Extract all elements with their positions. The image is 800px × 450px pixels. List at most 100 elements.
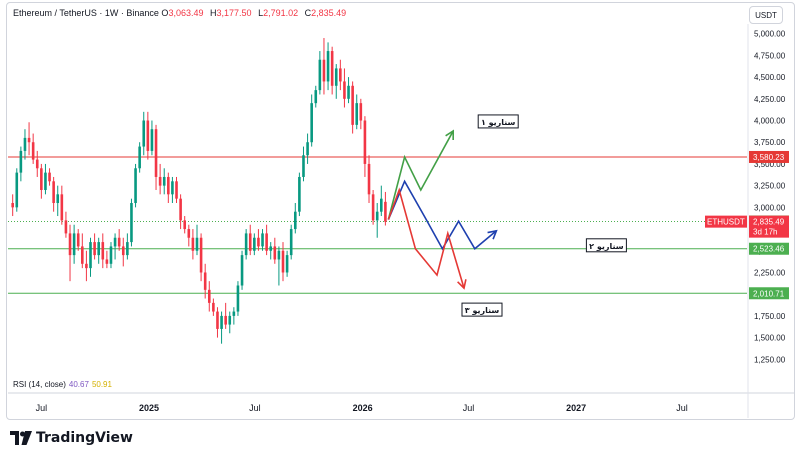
scenario-path: [387, 187, 465, 289]
open-label: O: [161, 8, 169, 18]
candle-body: [134, 168, 137, 204]
candle-body: [126, 242, 129, 256]
chart-legend-header: Ethereum / TetherUS · 1W · Binance O3,06…: [13, 8, 350, 18]
y-tick-label: 1,250.00: [754, 355, 786, 364]
y-tick-label: 3,750.00: [754, 138, 786, 147]
candle-body: [306, 142, 309, 156]
candle-body: [236, 285, 240, 312]
candle-body: [351, 85, 354, 125]
candle-body: [380, 198, 383, 212]
scenario-arrowhead: [445, 129, 455, 140]
tradingview-logo-icon: [10, 431, 32, 445]
x-tick-label: 2026: [353, 403, 373, 413]
brand-name: TradingView: [36, 430, 133, 446]
candle-body: [384, 201, 387, 222]
candle-body: [72, 233, 76, 256]
candle-body: [232, 311, 236, 316]
tradingview-logo[interactable]: TradingView: [10, 430, 133, 446]
candle-body: [248, 233, 252, 251]
candle-body: [154, 129, 158, 177]
scenario-label-text: سناریو ۱: [481, 118, 516, 127]
candle-body: [19, 150, 23, 173]
candle-body: [109, 246, 113, 264]
scenario-arrowhead: [487, 229, 498, 240]
y-tick-label: 2,250.00: [754, 268, 786, 277]
candle-body: [199, 237, 203, 273]
candle-body: [298, 176, 301, 212]
candle-body: [195, 237, 199, 251]
bar-countdown-label: 3d 17h: [753, 228, 777, 237]
y-tick-label: 5,000.00: [754, 30, 786, 39]
rsi-legend: RSI (14, close) 40.67 50.91: [13, 380, 112, 389]
scenario-label: سناریو ۱: [477, 114, 519, 129]
scenario-label-text: سناریو ۲: [589, 242, 624, 251]
candle-body: [212, 302, 215, 312]
candle-body: [121, 246, 125, 256]
candle-body: [281, 250, 285, 273]
candle-body: [11, 203, 14, 208]
y-tick-label: 4,000.00: [754, 117, 786, 126]
rsi-label[interactable]: RSI (14, close): [13, 380, 66, 389]
candle-body: [101, 242, 105, 260]
level-price-tag-label: 2,010.71: [753, 289, 785, 298]
candle-body: [23, 137, 27, 151]
symbol-title[interactable]: Ethereum / TetherUS · 1W · Binance: [13, 8, 159, 18]
x-tick-label: Jul: [36, 403, 48, 413]
candle-body: [363, 120, 367, 164]
scenario-path: [387, 130, 454, 220]
symbol-tag: [705, 215, 747, 228]
y-tick-label: 4,750.00: [754, 51, 786, 60]
candle-body: [93, 242, 96, 256]
candle-body: [85, 263, 88, 269]
candle-body: [89, 242, 92, 269]
currency-button[interactable]: USDT: [749, 6, 783, 24]
candle-body: [138, 146, 141, 169]
candle-body: [203, 272, 207, 290]
candle-body: [293, 211, 297, 230]
low-value: 2,791.02: [263, 8, 299, 18]
scenario-label: سناریو ۳: [461, 302, 503, 317]
candle-body: [207, 289, 211, 303]
candle-body: [191, 237, 195, 251]
candle-body: [113, 237, 117, 247]
candle-body: [367, 163, 371, 195]
scenario-label-box[interactable]: [461, 302, 503, 317]
level-price-tag-label: 3,580.23: [753, 153, 785, 162]
candle-body: [52, 181, 55, 204]
candle-body: [150, 129, 154, 151]
current-price-label: 2,835.49: [753, 218, 785, 227]
candle-body: [228, 315, 232, 325]
candle-body: [15, 172, 19, 208]
candle-body: [48, 172, 51, 182]
rsi-value-1: 40.67: [68, 380, 89, 389]
scenario-label-text: سناریو ۳: [465, 306, 500, 315]
candle-body: [117, 237, 121, 247]
candle-body: [343, 81, 346, 99]
scenario-label-box[interactable]: [585, 238, 627, 253]
candle-body: [224, 315, 227, 325]
candle-body: [371, 194, 375, 221]
candle-body: [68, 233, 72, 256]
x-tick-label: 2027: [566, 403, 586, 413]
candle-body: [253, 237, 256, 251]
candle-body: [330, 51, 334, 86]
x-tick-label: Jul: [249, 403, 261, 413]
candle-body: [289, 229, 293, 256]
candle-body: [167, 176, 170, 195]
candle-body: [216, 311, 219, 329]
y-tick-label: 3,250.00: [754, 182, 786, 191]
level-price-tag: [749, 242, 789, 255]
candle-body: [318, 59, 322, 91]
y-tick-label: 4,500.00: [754, 73, 786, 82]
y-tick-label: 3,500.00: [754, 160, 786, 169]
candle-body: [64, 220, 68, 234]
x-tick-label: Jul: [463, 403, 475, 413]
candle-body: [81, 246, 84, 264]
candle-body: [35, 159, 39, 169]
candle-body: [171, 181, 174, 195]
candle-body: [183, 220, 187, 230]
candle-body: [179, 198, 182, 221]
scenario-label-box[interactable]: [477, 114, 519, 129]
candle-body: [56, 194, 60, 204]
